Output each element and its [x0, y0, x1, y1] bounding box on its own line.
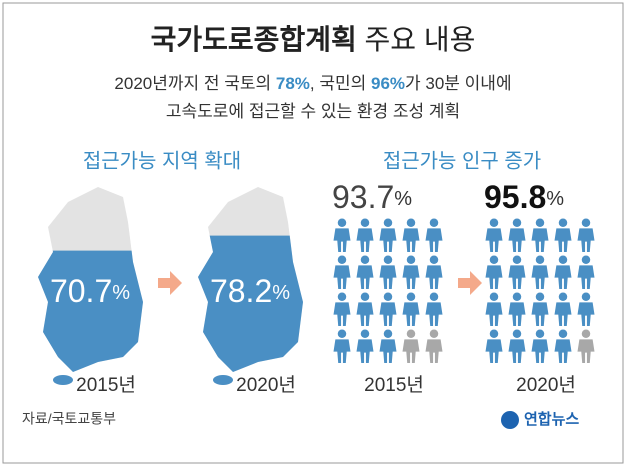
arrow [158, 271, 182, 295]
person-icon [379, 329, 397, 363]
subtitle-line: 고속도로에 접근할 수 있는 환경 조성 계획 [166, 102, 460, 121]
person-icon [379, 292, 397, 326]
person-icon [356, 218, 374, 252]
person-icon [425, 329, 443, 363]
person-icon [531, 218, 549, 252]
person-icon [333, 329, 351, 363]
map-fill [38, 250, 143, 385]
person-icon [485, 292, 503, 326]
value-label: 93.7% [332, 179, 412, 215]
value-label: 70.7% [50, 273, 130, 309]
year-label: 2015년 [364, 374, 424, 396]
section-heading: 접근가능 인구 증가 [383, 149, 541, 172]
person-icon [485, 329, 503, 363]
person-icon [577, 292, 595, 326]
map-shape [198, 187, 303, 385]
person-icon [554, 329, 572, 363]
person-icon [508, 255, 526, 289]
map: 70.7% [38, 187, 143, 385]
unit: % [272, 282, 290, 304]
person-icon [425, 292, 443, 326]
person-icon [485, 218, 503, 252]
value: 78.2 [210, 273, 272, 309]
person-icon [333, 218, 351, 252]
person-icon [531, 255, 549, 289]
person-icon [425, 218, 443, 252]
person-icon [402, 292, 420, 326]
logo-icon [501, 411, 519, 429]
person-icon [402, 255, 420, 289]
subtitle-text: , 국민의 [310, 74, 371, 93]
person-icon [333, 255, 351, 289]
unit: % [112, 282, 130, 304]
frame [2, 2, 624, 464]
person-icon [402, 218, 420, 252]
unit: % [394, 188, 412, 210]
year-label: 2020년 [516, 374, 576, 396]
value: 95.8 [484, 179, 546, 215]
arrow [458, 271, 482, 295]
person-icon [425, 255, 443, 289]
person-icon [333, 292, 351, 326]
unit: % [546, 188, 564, 210]
person-icon [531, 292, 549, 326]
subtitle-text: 가 30분 이내에 [405, 74, 512, 93]
year-label: 2015년 [76, 374, 136, 396]
value-label: 95.8% [484, 179, 564, 215]
person-icon [356, 292, 374, 326]
person-icon [402, 329, 420, 363]
person-icon [577, 218, 595, 252]
person-icon [508, 292, 526, 326]
section-heading: 접근가능 지역 확대 [83, 149, 241, 172]
map-fill [198, 235, 303, 385]
person-icon [554, 255, 572, 289]
person-icon [554, 292, 572, 326]
value: 93.7 [332, 179, 394, 215]
person-icon [577, 329, 595, 363]
person-icon [508, 218, 526, 252]
title: 국가도로종합계획 주요 내용 [151, 24, 476, 55]
year-label: 2020년 [236, 374, 296, 396]
person-icon [508, 329, 526, 363]
value-label: 78.2% [210, 273, 290, 309]
map: 78.2% [198, 187, 303, 385]
person-icon [554, 218, 572, 252]
title-bold: 국가도로종합계획 [151, 24, 357, 55]
subtitle-line: 2020년까지 전 국토의 78%, 국민의 96%가 30분 이내에 [114, 74, 511, 93]
person-icon [379, 255, 397, 289]
subtitle-text: 78% [276, 74, 310, 93]
subtitle-text: 2020년까지 전 국토의 [114, 74, 275, 93]
source: 자료/국토교통부 [22, 411, 116, 427]
person-icon [356, 255, 374, 289]
person-icon [356, 329, 374, 363]
person-icon [531, 329, 549, 363]
value: 70.7 [50, 273, 112, 309]
subtitle: 2020년까지 전 국토의 78%, 국민의 96%가 30분 이내에고속도로에… [114, 74, 511, 121]
logo: 연합뉴스 [524, 411, 579, 428]
person-icon [485, 255, 503, 289]
subtitle-text: 96% [371, 74, 405, 93]
subtitle-text: 고속도로에 접근할 수 있는 환경 조성 계획 [166, 102, 460, 121]
person-icon [577, 255, 595, 289]
title-rest: 주요 내용 [365, 24, 476, 55]
person-icon [379, 218, 397, 252]
